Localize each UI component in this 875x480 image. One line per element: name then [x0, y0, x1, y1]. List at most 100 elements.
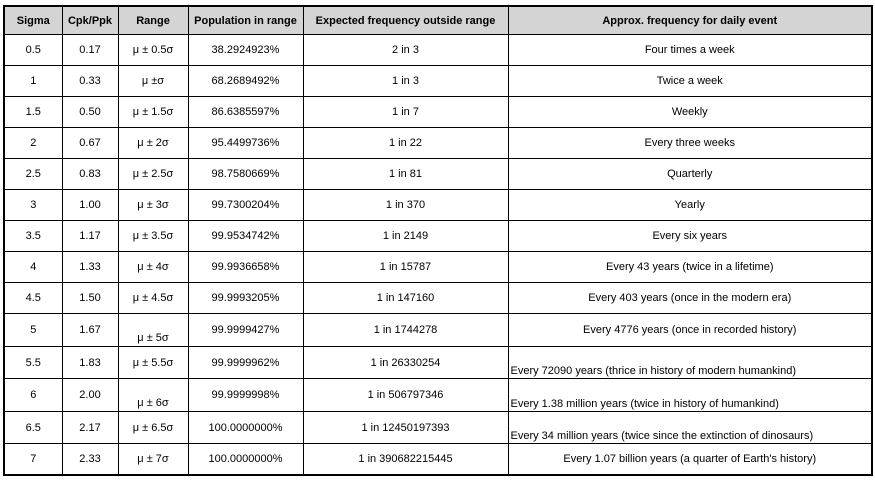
cell-population: 86.6385597%	[187, 96, 304, 128]
cell-range: μ ± 2.5σ	[117, 158, 189, 190]
table-body: 0.5 0.17 μ ± 0.5σ 38.2924923% 2 in 3 Four tim…	[3, 34, 873, 476]
cell-cpk-ppk: 2.33	[61, 443, 119, 476]
cell-cpk-ppk: 0.17	[61, 34, 119, 66]
cell-population: 100.0000000%	[187, 411, 304, 444]
cell-population: 99.9999427%	[187, 313, 304, 347]
cell-population: 38.2924923%	[187, 34, 304, 66]
cell-sigma: 3	[3, 189, 63, 221]
col-header-cpk-ppk: Cpk/Ppk	[61, 5, 119, 35]
table-row: 4.5 1.50 μ ± 4.5σ 99.9993205% 1 in 147160 Eve…	[3, 282, 873, 314]
cell-sigma: 1	[3, 65, 63, 97]
cell-outside-frequency: 1 in 370	[302, 189, 509, 221]
cell-outside-frequency: 1 in 2149	[302, 220, 509, 252]
cell-range: μ ± 5σ	[117, 313, 189, 347]
cell-range: μ ± 6σ	[117, 378, 189, 412]
cell-cpk-ppk: 2.00	[61, 378, 119, 412]
table-row: 4 1.33 μ ± 4σ 99.9936658% 1 in 15787 Every 43…	[3, 251, 873, 283]
table-row: 3 1.00 μ ± 3σ 99.7300204% 1 in 370 Yearly	[3, 189, 873, 221]
cell-outside-frequency: 1 in 1744278	[302, 313, 509, 347]
cell-daily-event: Every three weeks	[507, 127, 873, 159]
table-row: 6.5 2.17 μ ± 6.5σ 100.0000000% 1 in 12450197…	[3, 411, 873, 444]
cell-outside-frequency: 1 in 7	[302, 96, 509, 128]
cell-daily-event: Quarterly	[507, 158, 873, 190]
cell-range: μ ± 7σ	[117, 443, 189, 476]
cell-cpk-ppk: 0.83	[61, 158, 119, 190]
cell-outside-frequency: 1 in 3	[302, 65, 509, 97]
cell-daily-event: Yearly	[507, 189, 873, 221]
cell-range: μ ± 4.5σ	[117, 282, 189, 314]
cell-outside-frequency: 1 in 15787	[302, 251, 509, 283]
cell-population: 99.9993205%	[187, 282, 304, 314]
col-header-daily-event: Approx. frequency for daily event	[507, 5, 873, 35]
cell-cpk-ppk: 2.17	[61, 411, 119, 444]
cell-sigma: 5.5	[3, 346, 63, 379]
cell-sigma: 2	[3, 127, 63, 159]
cell-daily-event: Every 1.07 billion years (a quarter of E…	[507, 443, 873, 476]
cell-population: 99.9999998%	[187, 378, 304, 412]
table-row: 6 2.00 μ ± 6σ 99.9999998% 1 in 506797346 Ever…	[3, 378, 873, 412]
cell-sigma: 0.5	[3, 34, 63, 66]
cell-sigma: 4.5	[3, 282, 63, 314]
table-row: 0.5 0.17 μ ± 0.5σ 38.2924923% 2 in 3 Four tim…	[3, 34, 873, 66]
cell-population: 99.7300204%	[187, 189, 304, 221]
cell-cpk-ppk: 1.33	[61, 251, 119, 283]
cell-daily-event: Twice a week	[507, 65, 873, 97]
cell-sigma: 6	[3, 378, 63, 412]
cell-daily-event: Every 403 years (once in the modern era)	[507, 282, 873, 314]
cell-cpk-ppk: 1.00	[61, 189, 119, 221]
cell-cpk-ppk: 0.67	[61, 127, 119, 159]
cell-population: 100.0000000%	[187, 443, 304, 476]
table-row: 3.5 1.17 μ ± 3.5σ 99.9534742% 1 in 2149 Every…	[3, 220, 873, 252]
table-row: 2.5 0.83 μ ± 2.5σ 98.7580669% 1 in 81 Quarter…	[3, 158, 873, 190]
cell-daily-event: Every 1.38 million years (twice in histo…	[507, 378, 873, 412]
cell-sigma: 3.5	[3, 220, 63, 252]
table-row: 2 0.67 μ ± 2σ 95.4499736% 1 in 22 Every three…	[3, 127, 873, 159]
cell-daily-event: Every 43 years (twice in a lifetime)	[507, 251, 873, 283]
cell-cpk-ppk: 1.17	[61, 220, 119, 252]
cell-daily-event: Every 72090 years (thrice in history of …	[507, 346, 873, 379]
cell-range: μ ± 4σ	[117, 251, 189, 283]
cell-sigma: 6.5	[3, 411, 63, 444]
col-header-sigma: Sigma	[3, 5, 63, 35]
cell-outside-frequency: 1 in 390682215445	[302, 443, 509, 476]
cell-outside-frequency: 1 in 22	[302, 127, 509, 159]
cell-range: μ ± 1.5σ	[117, 96, 189, 128]
cell-sigma: 1.5	[3, 96, 63, 128]
cell-daily-event: Every six years	[507, 220, 873, 252]
col-header-outside-frequency: Expected frequency outside range	[302, 5, 509, 35]
cell-daily-event: Every 34 million years (twice since the …	[507, 411, 873, 444]
cell-cpk-ppk: 1.50	[61, 282, 119, 314]
cell-cpk-ppk: 0.50	[61, 96, 119, 128]
cell-population: 68.2689492%	[187, 65, 304, 97]
cell-range: μ ± 3σ	[117, 189, 189, 221]
col-header-range: Range	[117, 5, 189, 35]
cell-population: 99.9936658%	[187, 251, 304, 283]
table-row: 1 0.33 μ ±σ 68.2689492% 1 in 3 Twice a week	[3, 65, 873, 97]
cell-sigma: 2.5	[3, 158, 63, 190]
cell-outside-frequency: 1 in 506797346	[302, 378, 509, 412]
cell-cpk-ppk: 0.33	[61, 65, 119, 97]
table-row: 7 2.33 μ ± 7σ 100.0000000% 1 in 390682215445…	[3, 443, 873, 476]
cell-outside-frequency: 1 in 147160	[302, 282, 509, 314]
table-row: 1.5 0.50 μ ± 1.5σ 86.6385597% 1 in 7 Weekly	[3, 96, 873, 128]
cell-sigma: 4	[3, 251, 63, 283]
cell-range: μ ± 3.5σ	[117, 220, 189, 252]
cell-population: 98.7580669%	[187, 158, 304, 190]
cell-range: μ ± 5.5σ	[117, 346, 189, 379]
table-header-row: Sigma Cpk/Ppk Range Population in range …	[3, 5, 873, 35]
cell-population: 99.9534742%	[187, 220, 304, 252]
cell-cpk-ppk: 1.67	[61, 313, 119, 347]
table-row: 5.5 1.83 μ ± 5.5σ 99.9999962% 1 in 26330254 E…	[3, 346, 873, 379]
cell-outside-frequency: 1 in 81	[302, 158, 509, 190]
cell-outside-frequency: 2 in 3	[302, 34, 509, 66]
table-row: 5 1.67 μ ± 5σ 99.9999427% 1 in 1744278 Every …	[3, 313, 873, 347]
cell-daily-event: Four times a week	[507, 34, 873, 66]
cell-range: μ ± 2σ	[117, 127, 189, 159]
cell-daily-event: Weekly	[507, 96, 873, 128]
cell-population: 95.4499736%	[187, 127, 304, 159]
cell-sigma: 5	[3, 313, 63, 347]
col-header-population: Population in range	[187, 5, 304, 35]
sigma-level-table: Sigma Cpk/Ppk Range Population in range …	[3, 5, 873, 476]
cell-cpk-ppk: 1.83	[61, 346, 119, 379]
